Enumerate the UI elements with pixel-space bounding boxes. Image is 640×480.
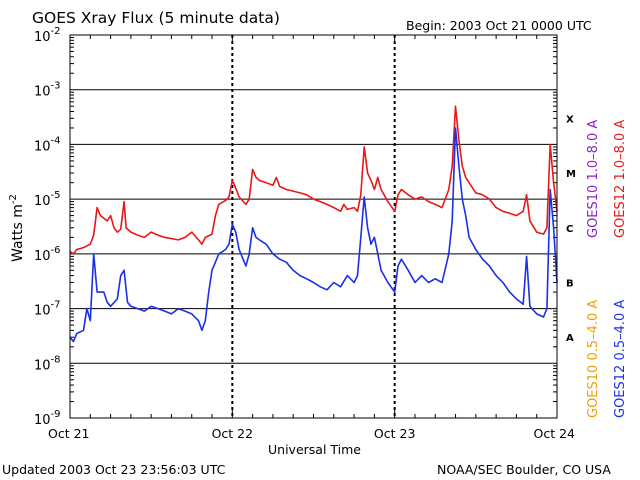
x-tick-label: Oct 21 — [48, 426, 90, 441]
x-axis-label: Universal Time — [268, 442, 361, 457]
flare-class-label: X — [566, 114, 574, 125]
y-tick-exponent: -5 — [51, 190, 61, 201]
legend-entry-label: GOES12 0.5–4.0 A — [613, 300, 628, 418]
x-tick-label: Oct 24 — [534, 426, 576, 441]
x-tick-labels: Oct 21 Oct 22 Oct 23 Oct 24 — [48, 426, 575, 441]
y-tick-exponent: -3 — [51, 81, 61, 92]
gridlines — [69, 35, 558, 418]
y-tick-label: 10-2 — [34, 26, 61, 45]
y-tick-label: 10-9 — [34, 409, 61, 428]
y-tick-exponent: -4 — [51, 135, 61, 146]
y-tick-exponent: -2 — [51, 26, 61, 37]
legend-entry: GOES10 0.5–4.0 A — [586, 300, 601, 418]
y-tick-base: 10 — [34, 304, 51, 319]
y-tick-label: 10-6 — [34, 245, 61, 264]
y-tick-exponent: -8 — [51, 354, 61, 365]
legend-entry-label: GOES10 0.5–4.0 A — [586, 300, 601, 418]
legend-entry-label: GOES12 1.0–8.0 A — [613, 120, 628, 238]
flare-class-label: B — [566, 278, 574, 289]
y-tick-exponent: -7 — [51, 300, 61, 311]
legend-entry: GOES12 0.5–4.0 A — [613, 300, 628, 418]
legend-entry: GOES12 1.0–8.0 A — [613, 120, 628, 238]
y-tick-labels: 10-910-810-710-610-510-410-310-2 — [34, 26, 61, 428]
y-tick-base: 10 — [34, 139, 51, 154]
credit-text: NOAA/SEC Boulder, CO USA — [437, 462, 611, 477]
flare-class-label: C — [566, 224, 573, 235]
begin-time: Begin: 2003 Oct 21 0000 UTC — [406, 18, 592, 33]
y-tick-label: 10-8 — [34, 354, 61, 373]
y-tick-base: 10 — [34, 413, 51, 428]
y-axis-label-exponent: -2 — [8, 194, 19, 204]
y-tick-base: 10 — [34, 85, 51, 100]
y-tick-exponent: -9 — [51, 409, 61, 420]
series-line — [69, 127, 558, 343]
y-tick-base: 10 — [34, 358, 51, 373]
y-tick-exponent: -6 — [51, 245, 61, 256]
legend-entry-label: GOES10 1.0–8.0 A — [586, 120, 601, 238]
chart-title: GOES Xray Flux (5 minute data) — [32, 9, 280, 27]
y-tick-label: 10-5 — [34, 190, 61, 209]
y-axis-label-group: Watts m-2 — [8, 194, 26, 262]
y-tick-label: 10-3 — [34, 81, 61, 100]
y-tick-label: 10-7 — [34, 300, 61, 319]
y-tick-base: 10 — [34, 194, 51, 209]
flare-class-label: M — [566, 169, 576, 180]
x-tick-label: Oct 22 — [212, 426, 254, 441]
y-tick-label: 10-4 — [34, 135, 61, 154]
updated-timestamp: Updated 2003 Oct 23 23:56:03 UTC — [2, 462, 226, 477]
y-tick-base: 10 — [34, 30, 51, 45]
legend: GOES10 1.0–8.0 A GOES12 1.0–8.0 A GOES10 0… — [586, 120, 628, 418]
legend-entry: GOES10 1.0–8.0 A — [586, 120, 601, 238]
flare-class-labels: A B C M X — [566, 114, 576, 344]
y-tick-base: 10 — [34, 249, 51, 264]
series-layer — [69, 105, 558, 343]
series-line — [69, 105, 558, 255]
x-tick-label: Oct 23 — [374, 426, 416, 441]
plot-frame — [69, 34, 558, 419]
y-axis-label-text: Watts m — [10, 204, 26, 262]
y-axis-label: Watts m-2 — [8, 194, 26, 262]
flare-class-label: A — [566, 333, 574, 344]
